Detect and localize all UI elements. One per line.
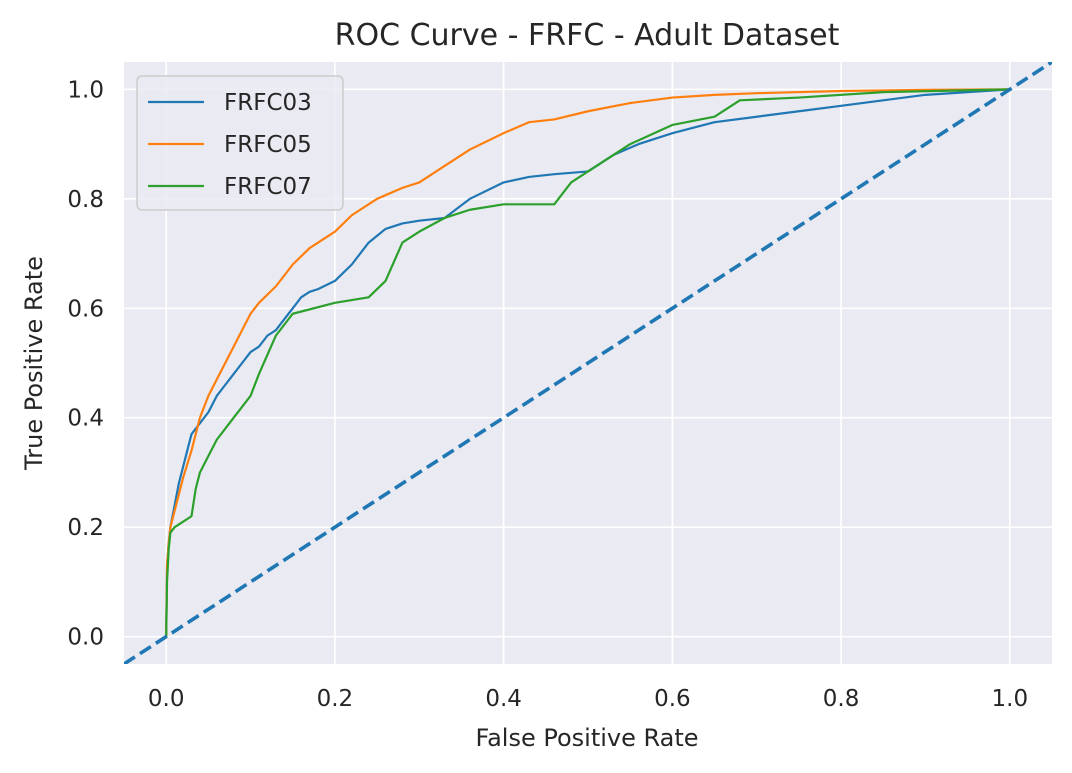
x-tick-label: 0.6	[654, 686, 691, 712]
chart-title: ROC Curve - FRFC - Adult Dataset	[335, 18, 840, 53]
x-tick-label: 0.0	[148, 686, 185, 712]
y-tick-label: 0.0	[67, 625, 104, 651]
x-tick-label: 1.0	[992, 686, 1029, 712]
series-layer	[124, 62, 1052, 664]
series-line-frfc07	[165, 88, 1010, 637]
legend-label-frfc07: FRFC07	[224, 174, 312, 200]
y-tick-label: 0.6	[67, 296, 104, 322]
y-tick-label: 1.0	[67, 77, 104, 103]
legend-label-frfc05: FRFC05	[224, 132, 312, 158]
legend: FRFC03 FRFC05 FRFC07	[136, 75, 344, 211]
grid-lines	[124, 62, 1052, 664]
x-axis-label: False Positive Rate	[475, 724, 698, 752]
x-tick-label: 0.2	[317, 686, 354, 712]
y-tick-label: 0.8	[67, 187, 104, 213]
legend-label-frfc03: FRFC03	[224, 90, 312, 116]
x-tick-label: 0.4	[485, 686, 522, 712]
chance-diagonal-line	[124, 62, 1052, 664]
y-axis-label: True Positive Rate	[20, 256, 48, 471]
y-tick-label: 0.4	[67, 406, 104, 432]
y-tick-label: 0.2	[67, 515, 104, 541]
series-line-frfc05	[165, 88, 1010, 637]
x-tick-label: 0.8	[823, 686, 860, 712]
series-line-frfc03	[165, 88, 1010, 637]
legend-box	[136, 75, 344, 211]
tick-labels: 0.0 0.2 0.4 0.6 0.8 1.0 0.0 0.2 0.4 0.6 0.8 1.0	[67, 77, 1028, 712]
